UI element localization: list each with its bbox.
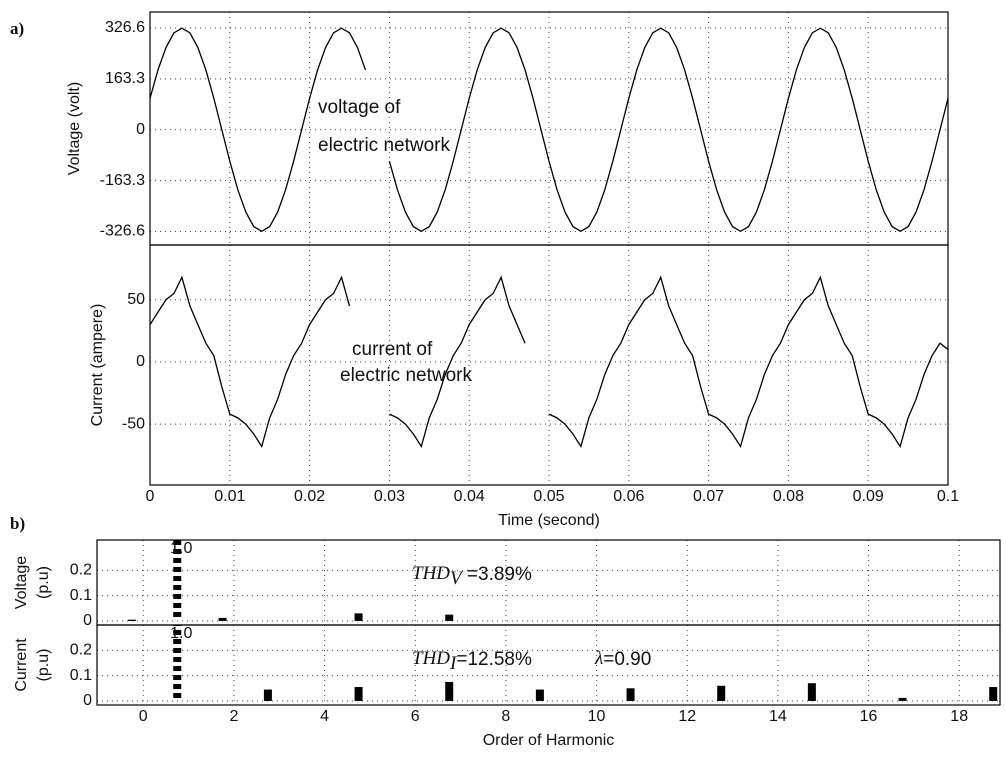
waveform [150,27,948,233]
annotation: voltage of [318,97,401,118]
bar [989,687,998,701]
y-tick-label: 0.1 [70,587,92,604]
bar [127,619,136,621]
y-tick-label: 326.6 [105,19,145,36]
x-tick-label: 14 [769,708,787,725]
y-tick-label: 50 [127,291,145,308]
bar [898,697,907,701]
x-tick-label: 0 [146,488,155,505]
annotation-main: THD [412,648,450,669]
annotation: electric network [340,365,472,386]
annotation: THDV =3.89% [412,563,532,589]
bar [354,687,363,701]
x-tick-label: 12 [678,708,696,725]
annotation-sub: V [450,568,464,589]
y-tick-label: 0 [136,353,145,370]
y-axis-label: (p.u) [35,566,52,599]
annotation: current of [352,339,433,360]
y-axis-label: Current (ampere) [89,304,106,427]
x-tick-label: 16 [860,708,878,725]
y-tick-label: 0 [83,692,92,709]
y-axis-label: Voltage [13,556,30,609]
y-tick-label: 0.2 [70,642,92,659]
bar [535,689,544,701]
y-tick-label: -50 [122,415,145,432]
x-tick-label: 0.09 [853,488,884,505]
y-tick-label: 0.2 [70,562,92,579]
waveform [150,275,948,449]
bar [445,614,454,621]
x-tick-label: 8 [501,708,510,725]
annotation-main: THD [412,563,450,584]
x-tick-label: 0.06 [613,488,644,505]
x-tick-label: 0.08 [773,488,804,505]
x-axis-label: Time (second) [498,512,600,529]
x-tick-label: 10 [588,708,606,725]
y-tick-label: 0 [136,121,145,138]
annotation-main: λ [594,648,603,669]
x-tick-label: 0.07 [693,488,724,505]
bar [173,625,182,701]
x-tick-label: 4 [320,708,329,725]
bar [173,540,182,621]
value-label: 1.0 [170,540,192,557]
annotation-sub: I [449,653,458,674]
bar [445,681,454,701]
x-tick-label: 0.03 [374,488,405,505]
x-tick-label: 18 [950,708,968,725]
plot-frame [96,624,1001,706]
bar [218,617,227,621]
annotation-tail: =0.90 [603,649,651,670]
x-tick-label: 0.1 [937,488,959,505]
y-tick-label: 0.1 [70,667,92,684]
panel-label: a) [10,19,24,38]
x-tick-label: 2 [229,708,238,725]
annotation: λ=0.90 [594,648,651,670]
panel-label: b) [10,514,25,533]
x-tick-label: 0.05 [533,488,564,505]
y-axis-label: (p.u) [35,649,52,682]
bar [263,689,272,701]
annotation-tail: =12.58% [456,649,532,670]
annotation: electric network [318,135,450,156]
y-tick-label: -163.3 [100,172,145,189]
y-tick-label: 163.3 [105,70,145,87]
y-tick-label: -326.6 [100,223,145,240]
x-tick-label: 0 [139,708,148,725]
x-tick-label: 0.02 [294,488,325,505]
annotation-tail: =3.89% [462,564,532,585]
bar [807,683,816,701]
x-axis-label: Order of Harmonic [483,732,615,749]
plot-frame [149,244,949,486]
value-label: 1.0 [170,625,192,642]
bar [717,685,726,701]
y-axis-label: Current [13,638,30,692]
x-tick-label: 0.04 [454,488,485,505]
plot-frame [96,539,1001,626]
y-tick-label: 0 [83,612,92,629]
annotation: THDI=12.58% [412,648,532,674]
bar [626,688,635,701]
bar [354,613,363,621]
x-tick-label: 0.01 [214,488,245,505]
plot-frame [149,11,949,246]
x-tick-label: 6 [411,708,420,725]
y-axis-label: Voltage (volt) [66,82,83,175]
